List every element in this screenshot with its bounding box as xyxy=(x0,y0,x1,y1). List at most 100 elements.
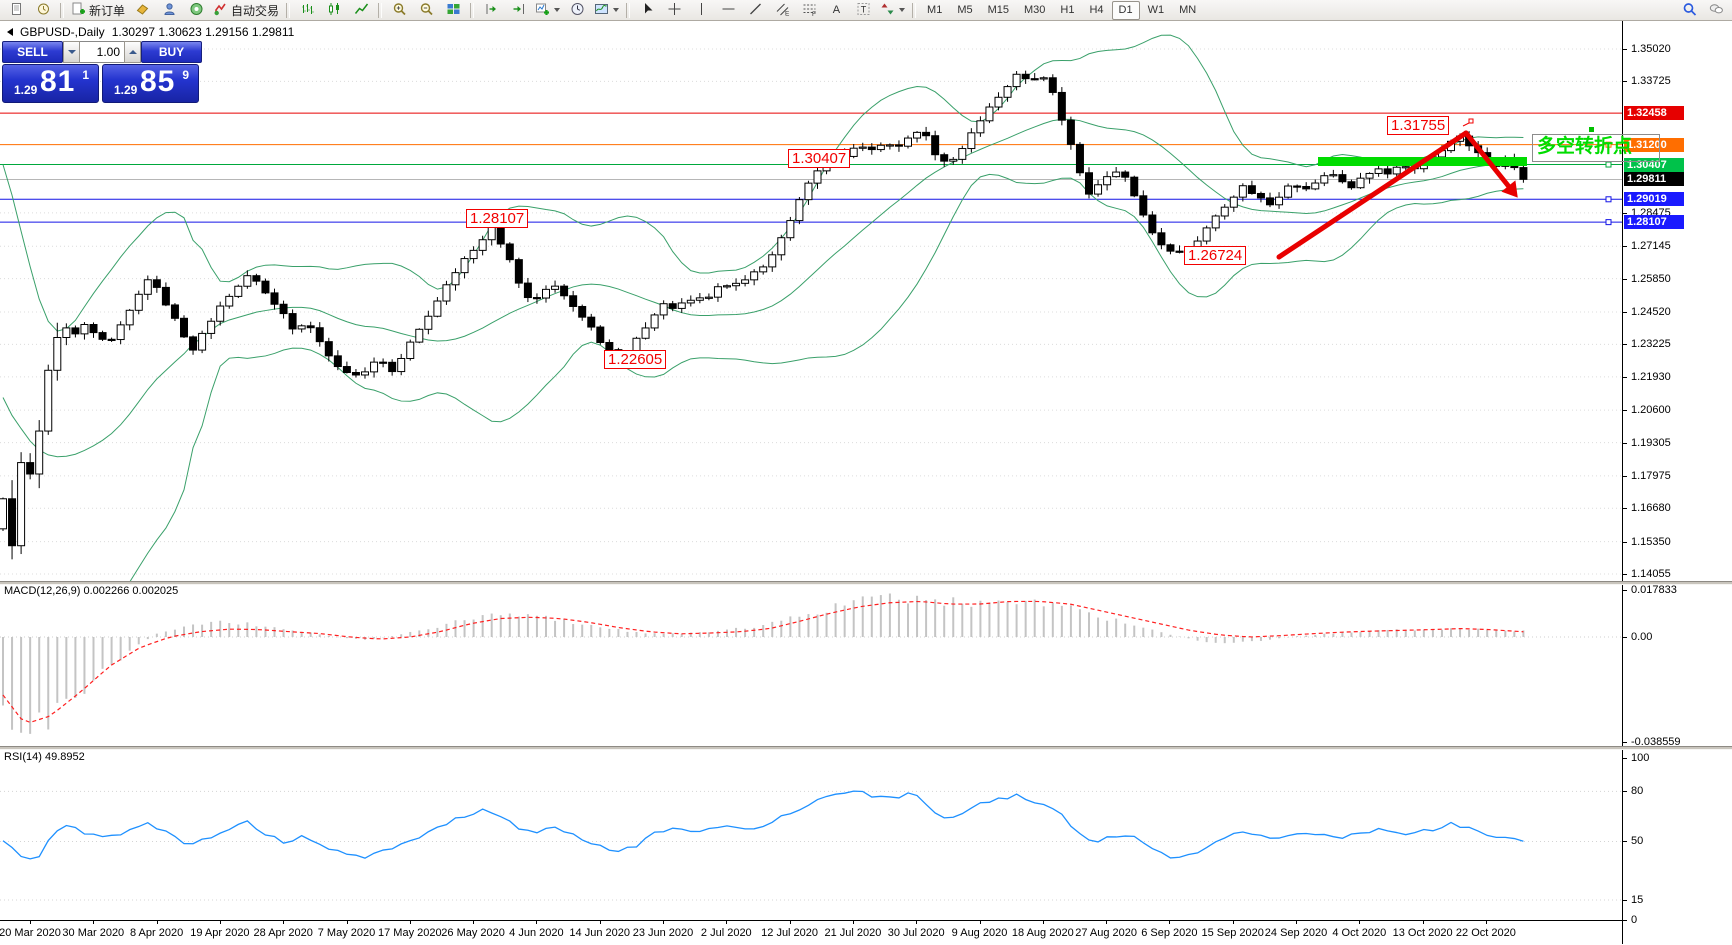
candle-body xyxy=(379,361,388,364)
fibonacci-icon[interactable]: F xyxy=(796,0,822,21)
axis-tick-mark xyxy=(1623,475,1627,477)
date-tick-mark xyxy=(1296,921,1297,924)
equidistant-channel-icon[interactable]: E xyxy=(769,0,795,21)
trendline-icon[interactable] xyxy=(742,0,768,21)
date-axis[interactable]: 20 Mar 2020 30 Mar 2020 8 Apr 2020 19 Apr 2… xyxy=(0,920,1622,945)
text-icon[interactable]: A xyxy=(823,0,849,21)
new-chart-icon[interactable] xyxy=(532,0,563,21)
date-axis-label: 8 Apr 2020 xyxy=(129,927,184,939)
sell-button[interactable]: SELL xyxy=(2,41,63,63)
candle-body xyxy=(1329,174,1338,177)
date-axis-label: 18 Aug 2020 xyxy=(1011,927,1074,939)
sell-price-tile[interactable]: 1.29 81 1 xyxy=(2,64,99,103)
profiles-icon[interactable] xyxy=(156,0,182,21)
auto-trading-button[interactable]: 自动交易 xyxy=(210,0,282,21)
candle-body xyxy=(922,131,931,137)
line-chart-icon[interactable] xyxy=(348,0,374,21)
auto-scroll-icon[interactable] xyxy=(478,0,504,21)
vertical-line-icon[interactable] xyxy=(688,0,714,21)
templates-icon-dropdown-icon[interactable] xyxy=(613,8,620,12)
timeframe-button-m5[interactable]: M5 xyxy=(957,3,973,16)
timeframe-button-w1[interactable]: W1 xyxy=(1147,3,1165,16)
strategy-tester-icon[interactable] xyxy=(30,0,56,21)
timeframe-button-mn[interactable]: MN xyxy=(1179,3,1197,16)
market-watch-icon[interactable] xyxy=(129,0,155,21)
trend-arrow-line[interactable] xyxy=(1276,130,1469,260)
new-order-button[interactable]: 新订单 xyxy=(68,0,128,21)
price-callout-label[interactable]: 1.28107 xyxy=(466,209,529,228)
price-callout-label[interactable]: 1.31755 xyxy=(1387,116,1450,135)
new-chart-icon-dropdown-icon[interactable] xyxy=(554,8,561,12)
panel-resize-separator-rsi[interactable] xyxy=(0,746,1732,750)
candle-body xyxy=(1238,185,1247,198)
timeframe-button-d1[interactable]: D1 xyxy=(1111,0,1140,20)
horizontal-line-icon xyxy=(721,2,736,19)
main-chart-canvas[interactable] xyxy=(0,21,1622,581)
signals-icon[interactable] xyxy=(183,0,209,21)
candle-body xyxy=(1284,185,1293,198)
zoom-in-icon[interactable] xyxy=(386,0,412,21)
timeframe-button-h4[interactable]: H4 xyxy=(1089,3,1104,16)
line-handle[interactable] xyxy=(1605,161,1612,168)
candle-body xyxy=(333,355,342,368)
chat-icon[interactable] xyxy=(1703,0,1729,21)
trend-arrow-line[interactable] xyxy=(1463,130,1517,196)
candlestick-chart-icon[interactable] xyxy=(321,0,347,21)
timeframe-button-m1[interactable]: M1 xyxy=(927,3,943,16)
volume-down-button[interactable] xyxy=(63,41,80,63)
price-axis-tick-label: 1.16680 xyxy=(1631,502,1671,515)
toolbar-separator xyxy=(286,2,291,18)
rsi-panel-canvas[interactable] xyxy=(0,749,1622,920)
candle-body xyxy=(1247,185,1256,194)
price-callout-label[interactable]: 1.30407 xyxy=(788,149,851,168)
search-icon[interactable] xyxy=(1676,0,1702,21)
price-axis-tick-label: 15 xyxy=(1631,894,1644,906)
candle-body xyxy=(1356,177,1365,189)
line-handle[interactable] xyxy=(1605,196,1612,203)
price-axis-badge: 1.31200 xyxy=(1624,137,1684,152)
window-icon[interactable] xyxy=(3,0,29,21)
arrows-icon[interactable] xyxy=(877,0,908,21)
buy-price-tile[interactable]: 1.29 85 9 xyxy=(102,64,199,103)
axis-tick-mark xyxy=(1623,49,1627,50)
candle-body xyxy=(424,315,433,330)
zoom-out-icon[interactable] xyxy=(413,0,439,21)
price-callout-label[interactable]: 1.22605 xyxy=(604,350,667,369)
macd-label: MACD(12,26,9) 0.002266 0.002025 xyxy=(4,585,179,597)
periods-icon[interactable] xyxy=(564,0,590,21)
timeframe-button-h1[interactable]: H1 xyxy=(1060,3,1075,16)
crosshair-icon[interactable] xyxy=(661,0,687,21)
annotation-text-object[interactable]: 多空转折点 xyxy=(1532,134,1660,162)
candle-body xyxy=(949,158,958,162)
volume-up-button[interactable] xyxy=(124,41,141,63)
text-label-icon[interactable]: T xyxy=(850,0,876,21)
chart-shift-icon[interactable] xyxy=(505,0,531,21)
macd-panel-canvas[interactable] xyxy=(0,584,1622,746)
trend-arrowhead[interactable] xyxy=(1501,180,1518,198)
candle-body xyxy=(904,137,912,147)
tile-windows-icon[interactable] xyxy=(440,0,466,21)
date-tick-mark xyxy=(346,921,348,924)
buy-button[interactable]: BUY xyxy=(141,41,202,63)
candle-body xyxy=(551,285,560,290)
candle-body xyxy=(170,304,179,319)
axis-tick-mark xyxy=(1623,791,1627,792)
date-tick-mark xyxy=(30,921,31,924)
candle-body xyxy=(478,239,487,251)
price-axis-tick-label: 1.14055 xyxy=(1631,568,1671,581)
volume-input[interactable] xyxy=(80,41,124,63)
line-handle[interactable] xyxy=(1605,219,1612,226)
annotation-handle[interactable] xyxy=(1589,127,1594,132)
line-handle[interactable] xyxy=(1605,141,1612,148)
price-axis[interactable]: 1.35020 1.33725 1.28475 1.27145 1.25850 1.245… xyxy=(1622,21,1732,944)
cursor-icon[interactable] xyxy=(634,0,660,21)
templates-icon[interactable] xyxy=(591,0,622,21)
candle-body xyxy=(542,288,550,299)
arrows-icon-dropdown-icon[interactable] xyxy=(899,8,906,12)
horizontal-line-icon[interactable] xyxy=(715,0,741,21)
timeframe-button-m30[interactable]: M30 xyxy=(1024,3,1046,16)
bar-chart-icon[interactable] xyxy=(294,0,320,21)
price-callout-label[interactable]: 1.26724 xyxy=(1184,246,1247,265)
panel-resize-separator-macd[interactable] xyxy=(0,581,1732,585)
timeframe-button-m15[interactable]: M15 xyxy=(987,3,1009,16)
